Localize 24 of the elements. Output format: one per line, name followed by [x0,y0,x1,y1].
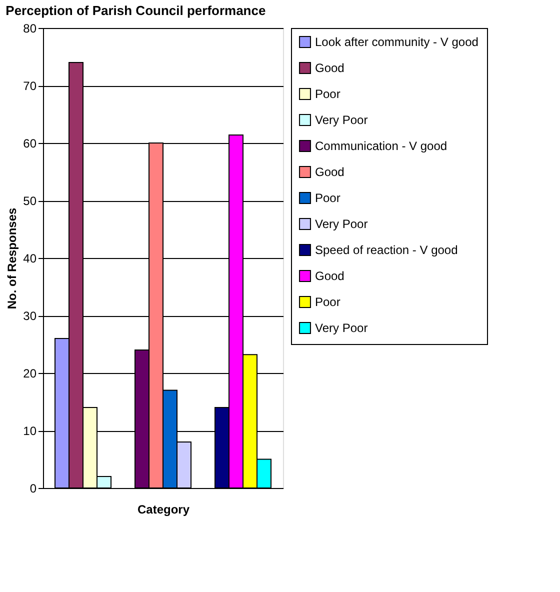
y-tick-label: 80 [23,22,37,36]
legend-label: Speed of reaction - V good [315,243,458,257]
y-tick-label: 50 [23,194,37,208]
legend-label: Poor [315,87,340,101]
y-tick-label: 20 [23,366,37,380]
y-tick-label: 30 [23,309,37,323]
legend-label: Very Poor [315,113,368,127]
legend-label: Very Poor [315,217,368,231]
legend-label: Look after community - V good [315,35,478,49]
legend-label: Good [315,61,344,75]
legend-label: Communication - V good [315,139,448,153]
legend-label: Good [315,165,344,179]
legend-label: Poor [315,295,340,309]
chart-title: Perception of Parish Council performance [6,3,266,18]
y-tick-label: 40 [23,252,37,266]
x-axis-title: Category [137,502,190,516]
legend-label: Good [315,269,344,283]
y-tick-label: 10 [23,424,37,438]
y-tick-label: 60 [23,136,37,150]
y-tick-label: 0 [30,482,37,496]
y-tick-label: 70 [23,79,37,93]
legend-label: Very Poor [315,321,368,335]
y-axis-title: No. of Responses [5,208,20,310]
legend-label: Poor [315,191,340,205]
